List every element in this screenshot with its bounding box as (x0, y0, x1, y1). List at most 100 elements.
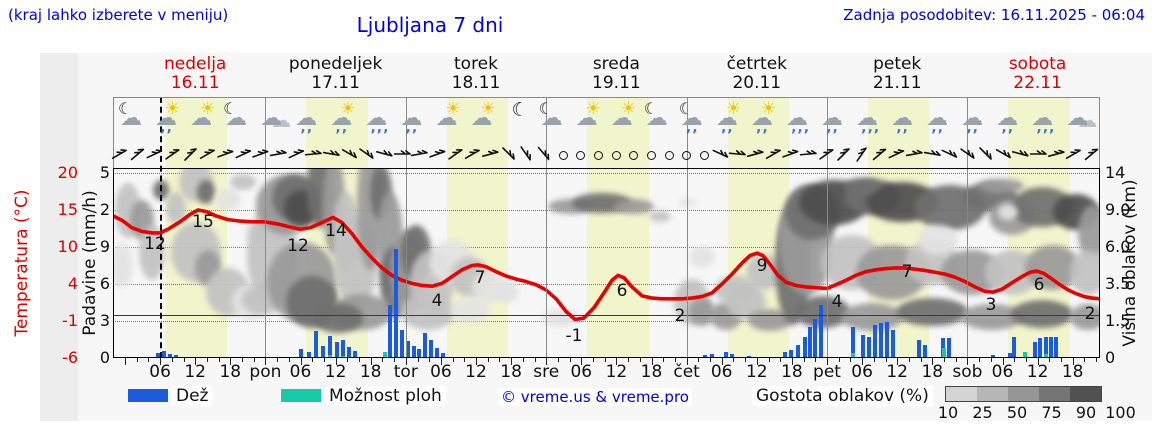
time-tick (1049, 358, 1051, 362)
density-swatch (1070, 387, 1101, 401)
cloud-blob (896, 298, 968, 326)
cloud-blob (614, 198, 654, 214)
time-tick (323, 358, 325, 362)
time-tick (803, 358, 805, 362)
rain-bar (917, 340, 921, 358)
precipitation-tick-label: 5 (99, 163, 110, 182)
time-tick (733, 358, 735, 362)
cloud-height-tick-label: 1.5 (1105, 311, 1131, 330)
weather-icon-moon: ☾ (503, 101, 537, 137)
cloud-blob (918, 225, 958, 255)
time-tick (487, 358, 489, 362)
shower-bar (341, 355, 345, 358)
temperature-value-label: 3 (985, 295, 997, 315)
weather-icon-clouds: ☁ ☁ (1063, 101, 1097, 137)
weather-icon-moon-cloud-rain: ☾ ☁ ‚‚ (678, 101, 712, 137)
cloud-blob (497, 281, 519, 303)
wind-barb (1063, 143, 1085, 165)
rain-legend-swatch (128, 389, 168, 402)
cloud-glyph: ☁ (680, 106, 703, 131)
wind-barb (709, 142, 732, 165)
density-scale-value: 75 (1041, 403, 1062, 422)
cloud-glyph: ☁ (785, 106, 808, 131)
weather-icon-moon-cloud: ☾ ☁ (643, 101, 677, 137)
wind-barb (144, 142, 167, 165)
time-tick (394, 358, 396, 362)
cloud-glyph: ☁ (1077, 108, 1098, 132)
day-name: sobota (1008, 54, 1067, 74)
cloud-glyph: ☁ (1066, 106, 1089, 131)
shower-bar (1044, 353, 1048, 358)
rain-bar (341, 339, 345, 358)
density-scale-value: 90 (1075, 403, 1097, 422)
cloud-blob (980, 179, 1024, 193)
wind-barb (852, 144, 873, 165)
now-line (160, 97, 162, 358)
wind-barb (357, 144, 378, 165)
time-tick (815, 358, 817, 362)
cloud-height-tick-label: 9.0 (1105, 200, 1131, 219)
rain-bar (851, 327, 855, 358)
weather-icon-cloud-heavy-rain: ☁ ‚‚‚ (853, 101, 887, 137)
cloud-blob (715, 275, 755, 305)
time-tick (253, 358, 255, 362)
temperature-tick-label: -1 (62, 311, 78, 330)
cloud-blob (1078, 204, 1100, 260)
moon-glyph: ☾ (223, 99, 238, 118)
day-date: 20.11 (732, 73, 782, 93)
wind-barb (373, 142, 398, 167)
cloud-glyph: ☁ (190, 106, 213, 131)
day-date: 19.11 (592, 73, 641, 93)
cloud-blob (844, 178, 880, 194)
precipitation-tick-label: 9 (99, 237, 110, 256)
rain-bar (394, 249, 398, 358)
time-label: 18 (500, 362, 522, 382)
precipitation-tick-label: 2 (99, 200, 110, 219)
rain-drops-glyph: ‚‚ (160, 120, 173, 136)
temperature-tick-label: 15 (57, 200, 78, 219)
rain-bar (789, 349, 793, 358)
rain-bar (299, 349, 303, 358)
rain-bar (174, 354, 178, 358)
density-scale-value: 25 (972, 403, 993, 422)
calm-circle (647, 151, 657, 160)
sun-glyph: ☀ (340, 99, 356, 119)
precipitation-tick-label: 6 (99, 274, 110, 293)
rain-bar (803, 337, 807, 358)
rain-drops-glyph: ‚‚ (300, 120, 313, 136)
wind-barb (779, 142, 803, 166)
cloud-blob (679, 197, 697, 207)
wind-barb (796, 141, 821, 166)
page-title: Ljubljana 7 dni (356, 13, 504, 37)
rain-bar (1033, 341, 1037, 358)
density-swatch (1008, 387, 1039, 401)
time-tick (581, 358, 583, 365)
cloud-blob (313, 303, 363, 333)
temperature-value-label: 7 (474, 268, 486, 288)
rain-bar (1038, 338, 1042, 358)
rain-bar (819, 304, 823, 358)
weather-icon-sun-cloud: ☀ ☁ (187, 101, 221, 137)
time-tick (160, 358, 162, 365)
time-tick (300, 358, 302, 365)
cloud-glyph: ☁ (961, 106, 984, 131)
rain-drops-glyph: ‚‚ (335, 120, 348, 136)
rain-drops-glyph: ‚‚‚ (861, 120, 881, 136)
moon-glyph: ☾ (678, 99, 694, 118)
cloud-glyph: ☁ (540, 106, 563, 131)
time-tick (277, 358, 279, 362)
cloud-glyph: ☁ (856, 106, 879, 131)
rain-bar (1049, 337, 1053, 358)
cloud-blob (841, 303, 903, 331)
wind-barb (285, 142, 308, 165)
calm-circle (700, 151, 710, 160)
rain-bar (168, 354, 172, 358)
weather-icon-sun-cloud-rain: ☀ ☁ ‚‚ (713, 101, 747, 137)
wind-barb (319, 141, 344, 166)
temperature-value-label: 9 (756, 256, 768, 276)
copyright-link[interactable]: © vreme.us & vreme.pro (498, 388, 692, 406)
wind-barb (426, 142, 450, 166)
time-tick (265, 358, 267, 365)
weather-icon-moon-cloud: ☾ ☁ (117, 101, 151, 137)
time-tick (1025, 358, 1027, 362)
